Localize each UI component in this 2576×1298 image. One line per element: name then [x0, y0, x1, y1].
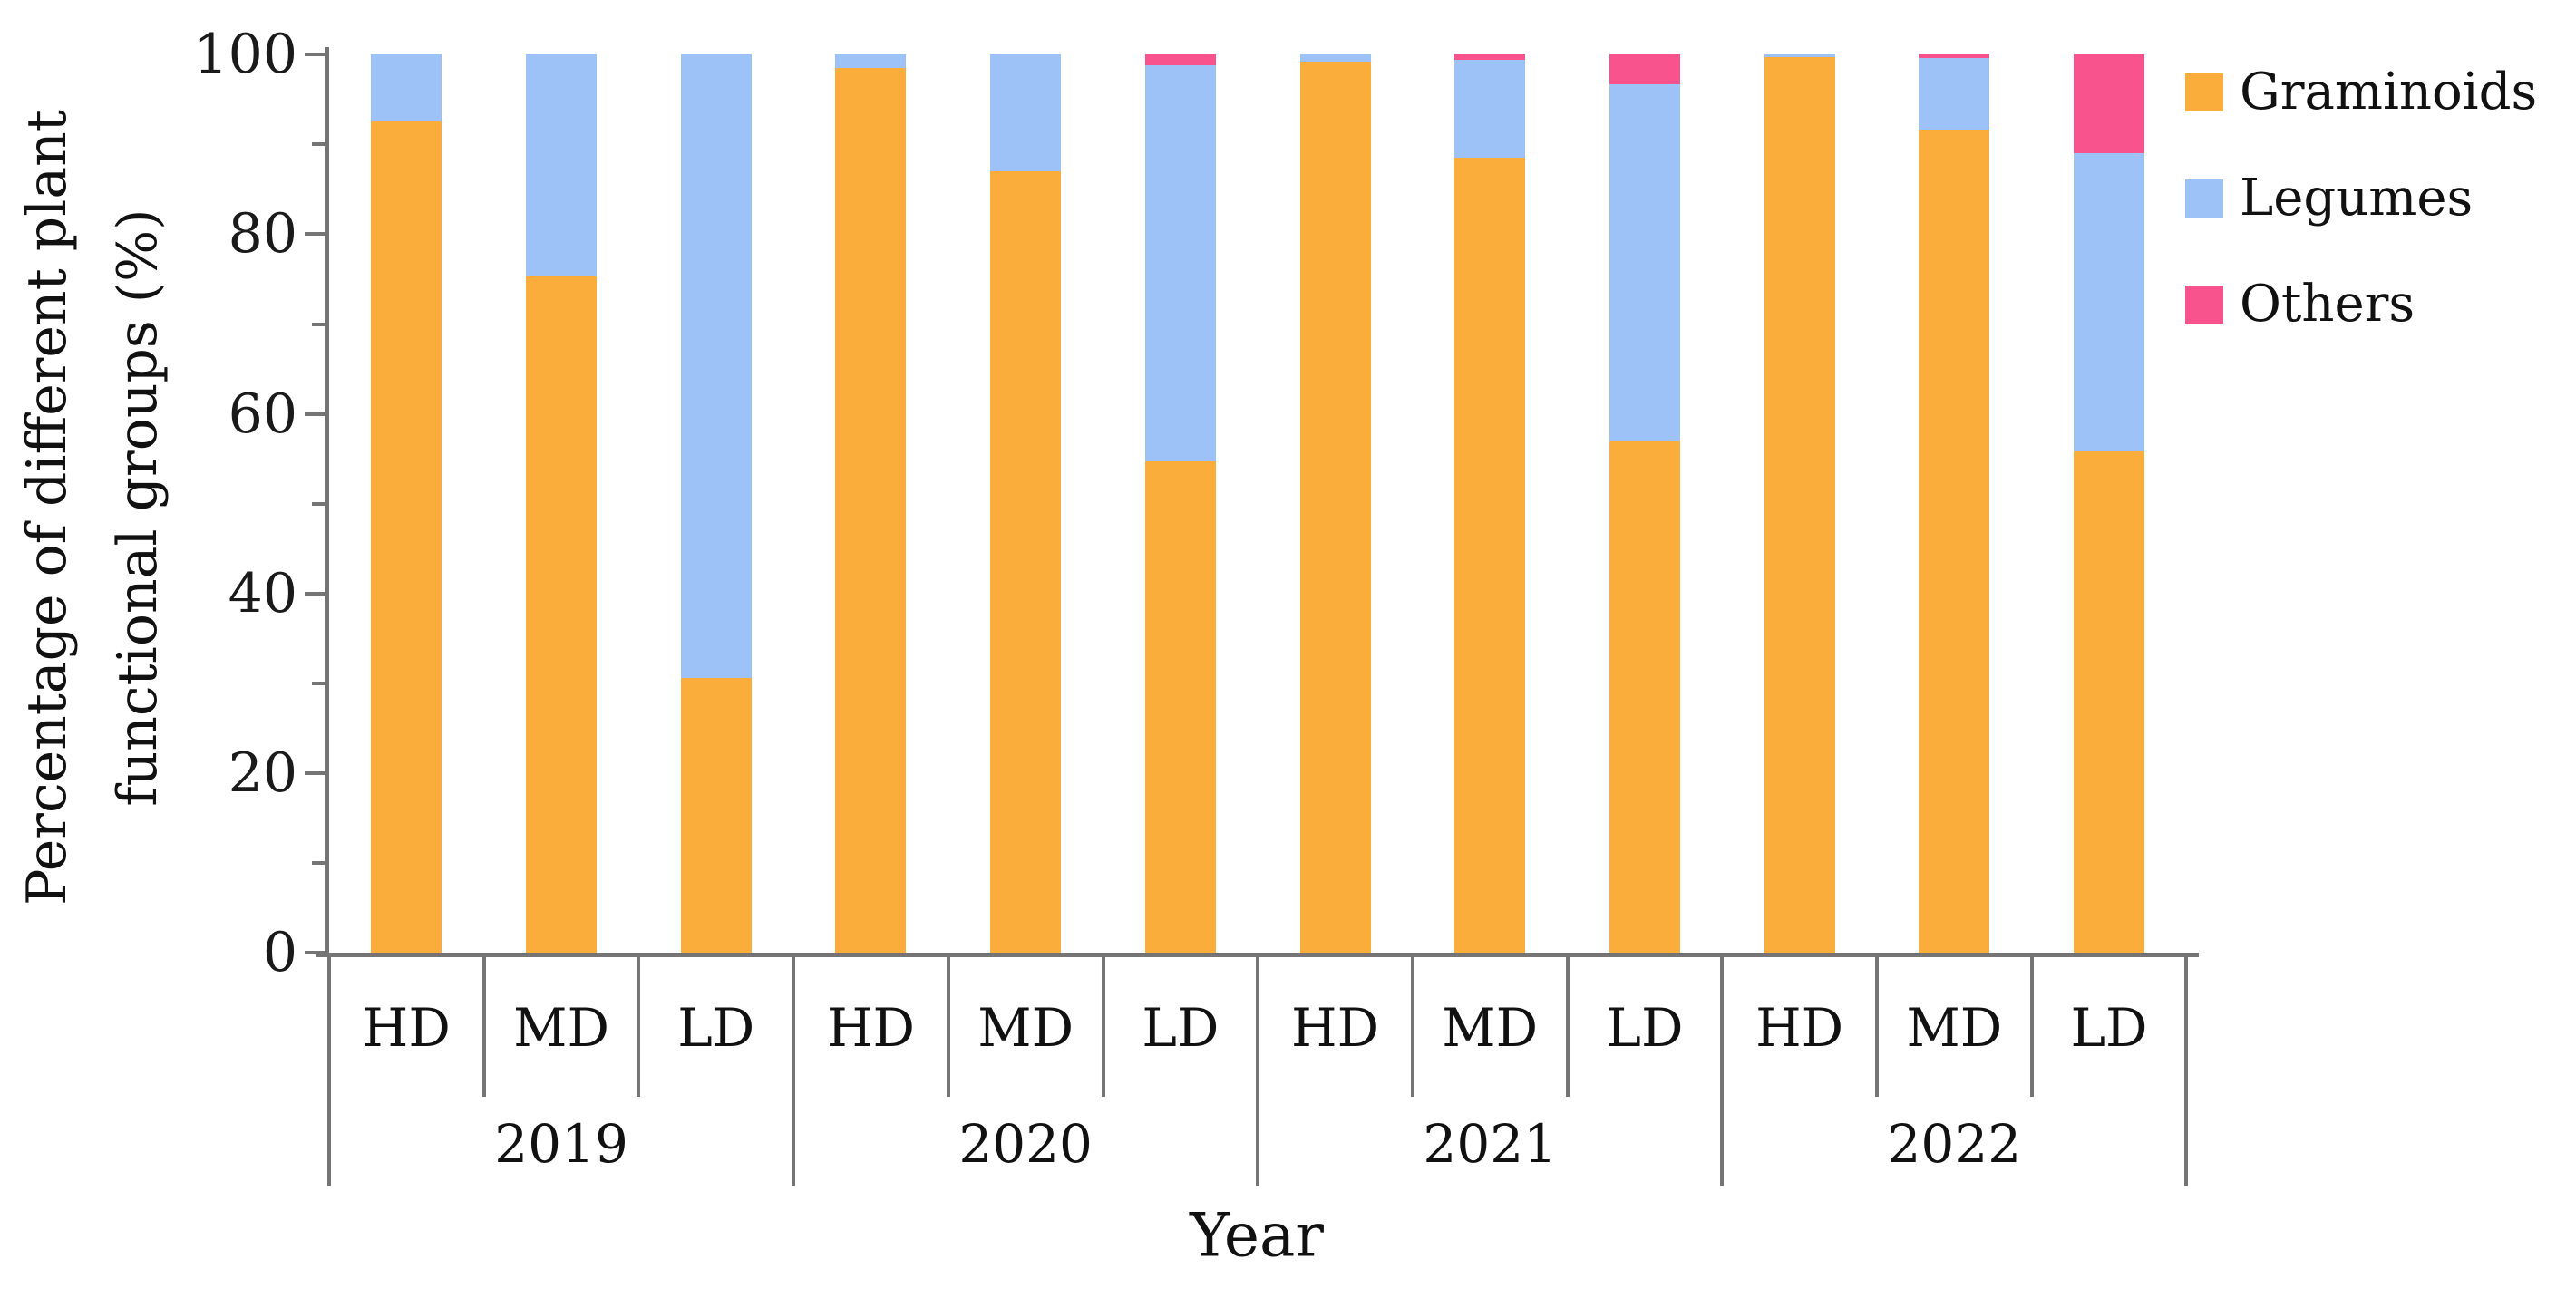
- group-separator-line: [327, 956, 331, 1186]
- bar-segment-2022-MD-legumes: [1919, 58, 1990, 130]
- legend-label-legumes: Legumes: [2240, 169, 2474, 228]
- legend-item-legumes: Legumes: [2185, 173, 2537, 224]
- y-tick-major-80: [305, 232, 325, 237]
- category-label-MD-2022: MD: [1906, 997, 2003, 1059]
- y-tick-label-100: 100: [193, 23, 297, 87]
- y-tick-minor-50: [312, 501, 325, 506]
- group-separator-line: [1720, 956, 1725, 1186]
- legend-label-others: Others: [2240, 275, 2416, 334]
- bar-segment-2021-MD-legumes: [1454, 60, 1526, 159]
- bar-segment-2019-HD-graminoids: [371, 120, 442, 953]
- category-label-LD-2021: LD: [1606, 997, 1684, 1059]
- bar-segment-2021-LD-legumes: [1609, 83, 1680, 442]
- category-label-MD-2019: MD: [513, 997, 609, 1059]
- bar-segment-2019-MD-legumes: [526, 54, 598, 276]
- bar-segment-2019-MD-graminoids: [526, 276, 598, 953]
- y-tick-major-40: [305, 591, 325, 596]
- category-label-LD-2020: LD: [1142, 997, 1220, 1059]
- category-label-LD-2022: LD: [2070, 997, 2148, 1059]
- legend-item-others: Others: [2185, 279, 2537, 330]
- y-tick-label-20: 20: [228, 741, 297, 805]
- cell-separator-line: [1101, 956, 1105, 1097]
- y-tick-minor-70: [312, 322, 325, 326]
- bar-segment-2020-LD-others: [1144, 54, 1216, 66]
- x-axis-line: [316, 953, 2200, 957]
- bar-segment-2022-MD-graminoids: [1919, 129, 1990, 953]
- bar-segment-2021-MD-others: [1454, 54, 1526, 61]
- y-tick-minor-30: [312, 681, 325, 685]
- x-axis-title: Year: [1190, 1200, 1324, 1271]
- bar-segment-2020-MD-graminoids: [990, 171, 1062, 953]
- legend-swatch-others: [2185, 286, 2223, 324]
- bar-segment-2022-HD-legumes: [1764, 54, 1835, 58]
- bar-segment-2021-MD-graminoids: [1454, 158, 1526, 953]
- legend: Graminoids Legumes Others: [2185, 67, 2537, 385]
- legend-label-graminoids: Graminoids: [2240, 63, 2538, 121]
- y-tick-label-60: 60: [228, 382, 297, 446]
- cell-separator-line: [946, 956, 950, 1097]
- bar-segment-2020-LD-legumes: [1144, 65, 1216, 462]
- bar-segment-2022-MD-others: [1919, 54, 1990, 59]
- y-tick-major-20: [305, 770, 325, 775]
- group-separator-line: [2184, 956, 2189, 1186]
- y-tick-label-40: 40: [228, 561, 297, 625]
- bar-segment-2021-HD-legumes: [1299, 54, 1371, 63]
- bar-segment-2022-LD-legumes: [2074, 153, 2145, 452]
- bar-segment-2019-HD-legumes: [371, 54, 442, 121]
- bar-segment-2019-LD-graminoids: [680, 677, 752, 953]
- bar-segment-2022-LD-others: [2074, 54, 2145, 154]
- y-tick-label-0: 0: [262, 921, 297, 984]
- bar-segment-2020-HD-graminoids: [835, 68, 907, 953]
- y-tick-major-100: [305, 53, 325, 57]
- bar-segment-2021-LD-others: [1609, 54, 1680, 84]
- category-label-LD-2019: LD: [677, 997, 755, 1059]
- y-tick-major-0: [305, 951, 325, 954]
- group-separator-line: [1256, 956, 1260, 1186]
- year-label-2022: 2022: [1887, 1113, 2022, 1175]
- year-label-2021: 2021: [1423, 1113, 1558, 1175]
- cell-separator-line: [1875, 956, 1879, 1097]
- group-separator-line: [792, 956, 796, 1186]
- cell-separator-line: [637, 956, 641, 1097]
- y-axis-line: [325, 47, 329, 956]
- bar-segment-2020-HD-legumes: [835, 54, 907, 69]
- cell-separator-line: [2029, 956, 2034, 1097]
- cell-separator-line: [1565, 956, 1570, 1097]
- bar-segment-2022-HD-graminoids: [1764, 57, 1835, 953]
- cell-separator-line: [1410, 956, 1414, 1097]
- bar-segment-2021-LD-graminoids: [1609, 441, 1680, 953]
- bar-segment-2019-LD-legumes: [680, 54, 752, 678]
- y-tick-minor-90: [312, 142, 325, 147]
- bar-segment-2022-LD-graminoids: [2074, 451, 2145, 953]
- category-label-HD-2021: HD: [1290, 997, 1380, 1059]
- legend-swatch-graminoids: [2185, 73, 2223, 111]
- legend-item-graminoids: Graminoids: [2185, 67, 2537, 118]
- category-label-HD-2022: HD: [1755, 997, 1844, 1059]
- bar-segment-2020-LD-graminoids: [1144, 461, 1216, 953]
- category-label-HD-2020: HD: [826, 997, 915, 1059]
- category-label-HD-2019: HD: [362, 997, 451, 1059]
- year-label-2020: 2020: [958, 1113, 1093, 1175]
- bar-segment-2020-MD-legumes: [990, 54, 1062, 172]
- category-label-MD-2021: MD: [1442, 997, 1539, 1059]
- y-tick-minor-10: [312, 860, 325, 865]
- y-tick-label-80: 80: [228, 202, 297, 266]
- year-label-2019: 2019: [494, 1113, 628, 1175]
- bar-segment-2021-HD-graminoids: [1299, 62, 1371, 953]
- legend-swatch-legumes: [2185, 179, 2223, 218]
- category-label-MD-2020: MD: [977, 997, 1074, 1059]
- y-tick-major-60: [305, 412, 325, 416]
- cell-separator-line: [481, 956, 486, 1097]
